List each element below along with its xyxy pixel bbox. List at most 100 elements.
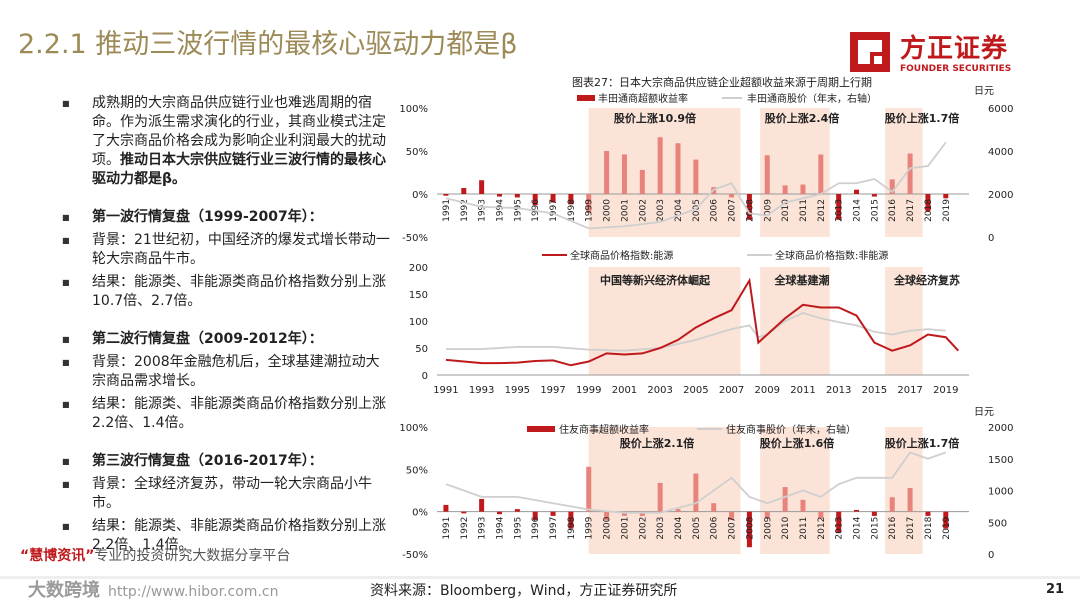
bar: [514, 194, 520, 198]
bar: [532, 511, 538, 521]
bar: [514, 509, 520, 512]
bullet-text: 背景：全球经济复苏，带动一轮大宗商品小牛市。: [92, 476, 372, 511]
bullet-bold: 第三波行情复盘（2016-2017年）：: [92, 453, 323, 469]
x-tick-label: 2000: [603, 516, 613, 539]
bar: [907, 153, 913, 194]
y2-tick-label: 0: [988, 550, 994, 561]
x-tick-label: 1999: [585, 516, 595, 539]
bar: [496, 511, 502, 515]
x-tick-label: 2014: [853, 199, 863, 222]
bullet-text: 结果：能源类、非能源类商品价格指数分别上涨2.2倍、1.4倍。: [92, 518, 386, 553]
highlight-band: [885, 108, 923, 237]
watermark-text: 专业的投资研究大数据分享平台: [94, 548, 291, 564]
watermark-line1: “慧博资讯”专业的投资研究大数据分享平台: [20, 545, 290, 565]
y-tick-label: -50%: [402, 550, 428, 561]
legend-label: 丰田通商超额收益率: [598, 92, 688, 105]
x-tick-label: 2011: [799, 517, 809, 540]
y2-unit-label: 日元: [974, 86, 994, 97]
bar: [443, 194, 449, 196]
bullet-item: 背景：21世纪初，中国经济的爆发式增长带动一轮大宗商品牛市。: [62, 231, 392, 269]
highlight-band: [885, 267, 923, 375]
bar: [550, 194, 556, 203]
bar: [693, 159, 699, 194]
x-tick-label: 2010: [781, 516, 791, 539]
x-tick-label: 1995: [513, 517, 523, 540]
y-tick-label: 50: [415, 344, 428, 355]
bullet-bold: 第二波行情复盘（2009-2012年）：: [92, 331, 323, 347]
bar: [729, 511, 735, 521]
x-tick-label: 2005: [692, 517, 702, 540]
x-tick-label: 1992: [460, 517, 470, 540]
bar: [657, 482, 663, 512]
bar: [657, 137, 663, 194]
bar: [782, 487, 788, 512]
x-tick-label: 1996: [531, 516, 541, 539]
y-tick-label: 150: [409, 290, 428, 301]
page-number: 21: [1046, 582, 1065, 597]
y2-unit-label: 日元: [974, 407, 994, 418]
x-tick-label: 2007: [728, 199, 738, 222]
x-tick-label: 1993: [478, 517, 488, 540]
x-tick-label: 2009: [755, 385, 780, 396]
x-tick-label: 1991: [442, 517, 452, 540]
x-tick-label: 2005: [692, 199, 702, 222]
bar: [479, 180, 485, 194]
bullet-item: 成熟期的大宗商品供应链行业也难逃周期的宿命。作为派生需求演化的行业，其商业模式注…: [62, 94, 392, 189]
y2-tick-label: 2000: [988, 423, 1013, 434]
logo-text-en: FOUNDER SECURITIES: [900, 64, 1012, 74]
bullet-item: 第三波行情复盘（2016-2017年）：: [62, 452, 392, 471]
y2-tick-label: 0: [988, 233, 994, 244]
bullet-list: 成熟期的大宗商品供应链行业也难逃周期的宿命。作为派生需求演化的行业，其商业模式注…: [62, 94, 392, 559]
y2-tick-label: 1000: [988, 487, 1013, 498]
x-tick-label: 1999: [585, 199, 595, 222]
x-tick-label: 2019: [942, 199, 952, 222]
x-tick-label: 2016: [888, 199, 898, 222]
x-tick-label: 2009: [763, 516, 773, 539]
bullet-item: 背景：全球经济复苏，带动一轮大宗商品小牛市。: [62, 475, 392, 513]
legend-label: 住友商事股价（年末，右轴）: [726, 423, 856, 436]
watermark-url[interactable]: http://www.hibor.com.cn: [108, 584, 279, 600]
bar: [693, 473, 699, 512]
x-tick-label: 2012: [817, 199, 827, 222]
y2-tick-label: 2000: [988, 190, 1013, 201]
highlight-band: [588, 108, 741, 237]
bar: [854, 509, 860, 512]
y-tick-label: 0%: [412, 190, 428, 201]
x-tick-label: 1993: [469, 385, 494, 396]
x-tick-label: 1997: [540, 385, 565, 396]
annotation: 股价上涨1.7倍: [885, 436, 960, 450]
legend-swatch-bar: [527, 426, 555, 432]
legend-label: 全球商品价格指数:能源: [570, 249, 673, 262]
bullet-item: 背景：2008年金融危机后，全球基建潮拉动大宗商品需求增长。: [62, 353, 392, 391]
watermark-line2: 大数跨境 http://www.hibor.com.cn: [8, 576, 278, 602]
x-tick-label: 2006: [710, 516, 720, 539]
x-tick-label: 2013: [826, 385, 851, 396]
bar: [871, 511, 877, 516]
x-tick-label: 2014: [853, 516, 863, 539]
annotation: 全球经济复苏: [893, 273, 960, 287]
x-tick-label: 2011: [790, 385, 815, 396]
x-tick-label: 2005: [683, 385, 708, 396]
legend-label: 住友商事超额收益率: [559, 423, 649, 436]
x-tick-label: 2010: [781, 199, 791, 222]
bar: [764, 511, 770, 519]
bar: [604, 151, 610, 194]
bar: [639, 511, 645, 516]
y-tick-label: 0: [422, 371, 428, 382]
annotation: 全球基建潮: [774, 273, 830, 287]
bullet-item: 结果：能源类、非能源类商品价格指数分别上涨2.2倍、1.4倍。: [62, 395, 392, 433]
logo-text-cn: 方正证券: [900, 34, 1009, 64]
bar: [907, 487, 913, 512]
x-tick-label: 1997: [549, 199, 559, 222]
highlight-band: [885, 427, 923, 554]
x-tick-label: 2003: [656, 517, 666, 540]
bar: [943, 194, 949, 199]
bullet-bold: 推动日本大宗供应链行业三波行情的最核心驱动力都是β。: [92, 152, 386, 187]
highlight-band: [760, 108, 830, 237]
x-tick-label: 1998: [567, 199, 577, 222]
watermark-brand: “慧博资讯”: [20, 548, 95, 564]
x-tick-label: 2008: [745, 516, 755, 539]
x-tick-label: 2008: [745, 199, 755, 222]
bullet-item: 结果：能源类、非能源类商品价格指数分别上涨2.2倍、1.4倍。: [62, 517, 392, 555]
